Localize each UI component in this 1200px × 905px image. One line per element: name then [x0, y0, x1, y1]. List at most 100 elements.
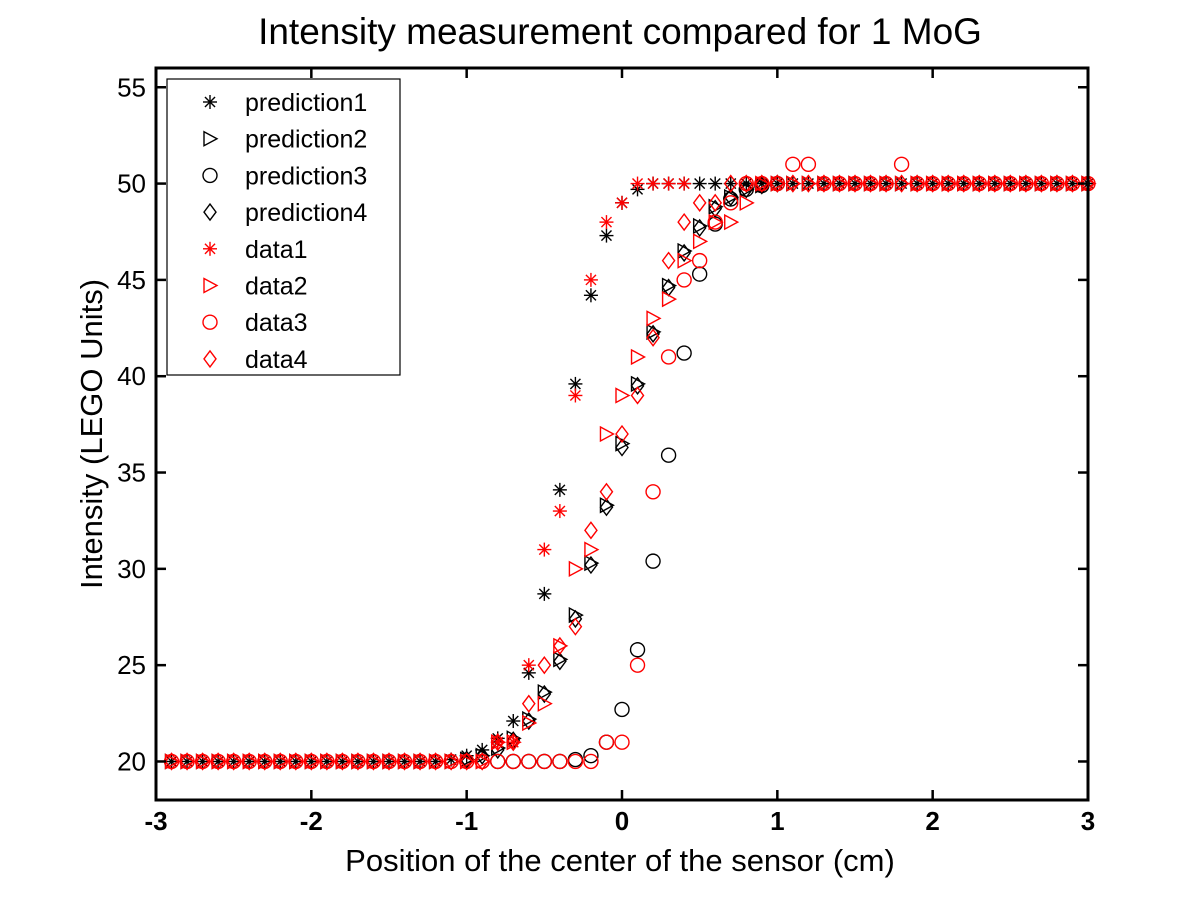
- data-point: [288, 752, 303, 771]
- legend-marker: [202, 167, 218, 184]
- data-point: [521, 694, 536, 713]
- y-tick-label: 30: [117, 554, 146, 584]
- data-point: [506, 733, 521, 752]
- data-point: [614, 734, 630, 750]
- data-point: [180, 752, 194, 771]
- data-point: [692, 193, 707, 213]
- y-axis-label: Intensity (LEGO Units): [74, 279, 109, 589]
- data-point: [785, 176, 800, 191]
- data-point: [629, 642, 646, 658]
- x-tick-label: 3: [1081, 806, 1095, 836]
- data-point: [754, 176, 769, 195]
- data-point: [661, 176, 676, 191]
- series-prediction4: [459, 174, 785, 769]
- data-point: [568, 388, 583, 403]
- legend-label: prediction4: [245, 199, 367, 227]
- data-point: [552, 482, 567, 497]
- data-point: [521, 711, 536, 731]
- data-point: [879, 174, 893, 193]
- data-point: [599, 215, 614, 230]
- data-point: [692, 176, 707, 191]
- data-point: [630, 348, 647, 366]
- data-point: [568, 617, 583, 636]
- series-data4: [164, 174, 1095, 771]
- legend-marker: [203, 130, 219, 147]
- data-point: [475, 752, 490, 771]
- data-point: [615, 387, 631, 404]
- data-point: [583, 272, 598, 287]
- data-point: [195, 752, 210, 771]
- data-point: [552, 753, 568, 770]
- data-point: [645, 484, 661, 500]
- y-tick-label: 35: [117, 458, 146, 488]
- data-point: [770, 174, 785, 193]
- data-point: [552, 504, 567, 519]
- data-point: [801, 176, 816, 191]
- data-point: [537, 684, 552, 704]
- data-point: [567, 753, 584, 770]
- x-tick-label: -1: [455, 806, 478, 836]
- data-point: [972, 174, 987, 193]
- data-point: [490, 753, 506, 770]
- data-point: [817, 174, 831, 193]
- data-point: [893, 156, 910, 173]
- legend-box: [166, 78, 401, 376]
- data-point: [677, 242, 693, 260]
- data-point: [863, 174, 878, 193]
- tick-labels: -3 -2 -1 0 1 2 3 20 25 30 35 40 45 50 55: [117, 72, 1095, 836]
- x-tick-label: -2: [300, 806, 323, 836]
- data-point: [273, 752, 288, 771]
- data-point: [459, 750, 474, 769]
- legend-marker: [203, 349, 217, 369]
- data-point: [677, 176, 692, 191]
- y-tick-label: 45: [117, 265, 146, 295]
- data-point: [599, 482, 614, 501]
- data-point: [723, 187, 738, 207]
- legend-items: prediction1 prediction2 prediction3 predict…: [202, 89, 367, 374]
- data-point: [660, 447, 677, 463]
- data-point: [537, 586, 552, 601]
- data-point: [723, 174, 738, 193]
- x-tick-label: 0: [615, 806, 629, 836]
- legend-item-data3: data3: [202, 309, 308, 337]
- data-point: [490, 735, 505, 750]
- data-point: [661, 251, 676, 270]
- data-point: [708, 176, 723, 191]
- data-point: [941, 174, 956, 193]
- data-point: [692, 218, 707, 238]
- series-data1: [490, 176, 692, 750]
- data-point: [382, 752, 396, 771]
- data-point: [925, 174, 940, 193]
- data-point: [444, 752, 459, 771]
- legend-label: prediction2: [245, 126, 367, 154]
- data-point: [599, 497, 615, 514]
- legend-item-data1: data1: [203, 236, 308, 264]
- data-point: [614, 701, 630, 718]
- legend-item-prediction4: prediction4: [203, 199, 367, 227]
- data-point: [537, 695, 553, 712]
- data-point: [615, 424, 629, 444]
- data-point: [397, 752, 412, 771]
- data-point: [677, 252, 693, 269]
- data-point: [832, 174, 847, 193]
- data-point: [785, 174, 800, 193]
- data-point: [615, 195, 629, 210]
- y-tick-label: 55: [117, 72, 146, 102]
- chart-title: Intensity measurement compared for 1 MoG: [258, 11, 982, 52]
- data-point: [754, 174, 769, 193]
- data-point: [987, 174, 1002, 193]
- data-point: [537, 683, 553, 701]
- data-point: [583, 747, 599, 764]
- data-point: [599, 228, 614, 243]
- data-point: [583, 753, 599, 770]
- data-point: [506, 735, 521, 750]
- data-point: [708, 193, 723, 213]
- data-point: [164, 752, 179, 771]
- y-tick-label: 50: [117, 169, 146, 199]
- legend-item-data4: data4: [203, 346, 308, 374]
- data-point: [413, 752, 427, 771]
- data-point: [910, 174, 925, 193]
- legend: prediction1 prediction2 prediction3 predict…: [166, 78, 401, 376]
- data-point: [304, 752, 319, 771]
